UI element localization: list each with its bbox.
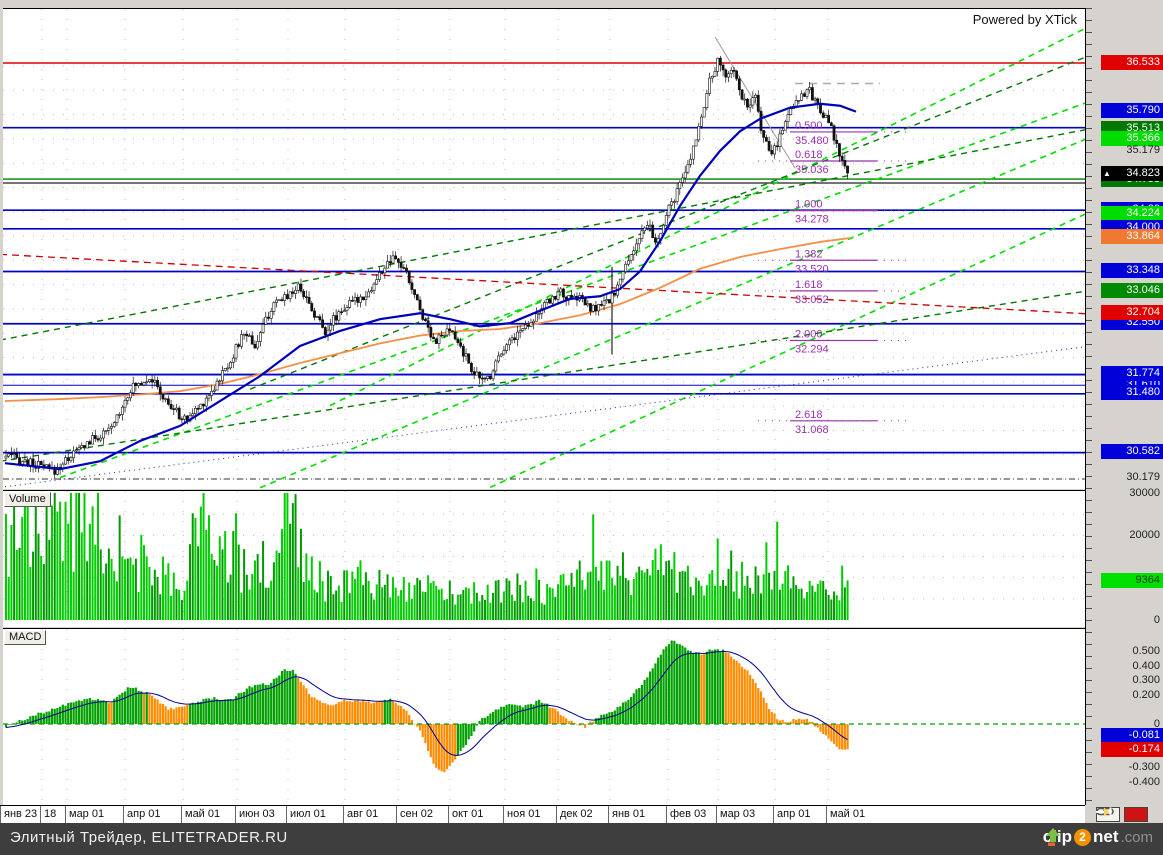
price-label: 33.348 [1101, 263, 1163, 279]
arrow-bar-icon [1096, 807, 1112, 817]
price-label: -0.081 [1101, 728, 1163, 744]
price-label: 20000 [1129, 528, 1160, 541]
svg-text:0.618: 0.618 [795, 149, 823, 161]
price-label: 35.790 [1101, 103, 1163, 119]
scale-tick-marks [1086, 8, 1092, 805]
price-label: 33.046 [1101, 282, 1163, 298]
price-label: -0.174 [1101, 741, 1163, 757]
time-tick-label: мар 03 [716, 806, 755, 824]
svg-text:32.294: 32.294 [795, 344, 829, 356]
price-label: 35.179 [1126, 144, 1160, 157]
svg-text:1.382: 1.382 [795, 248, 823, 260]
time-tick-label: апр 01 [773, 806, 810, 824]
price-label: ▲ 34.823 [1101, 166, 1163, 182]
price-label: 30000 [1129, 486, 1160, 499]
price-label: 0.400 [1132, 659, 1160, 672]
time-tick-label: май 01 [181, 806, 220, 824]
price-scale: 36.53335.79035.51335.36635.17934.738▲34.… [1085, 0, 1163, 823]
time-tick-label: дек 02 [556, 806, 593, 824]
svg-text:33.052: 33.052 [795, 294, 829, 306]
price-label: 0 [1153, 717, 1160, 730]
price-label: 0.200 [1132, 688, 1160, 701]
price-label: 35.366 [1101, 130, 1163, 146]
price-label: 31.774 [1101, 366, 1163, 382]
footer-bar: Элитный Трейдер, ELITETRADER.RU clip 2 n… [0, 823, 1163, 855]
clip2net-arrow-icon [1045, 828, 1060, 846]
scale-axis-line [1085, 8, 1086, 805]
time-tick-label: янв 01 [608, 806, 645, 824]
logo-two-badge: 2 [1073, 828, 1091, 846]
logo-com-text: .com [1120, 828, 1153, 846]
clip2net-logo[interactable]: clip 2 net .com [1043, 827, 1153, 847]
price-label: 31.480 [1101, 385, 1163, 401]
price-label: 0.300 [1132, 674, 1160, 686]
svg-text:31.068: 31.068 [795, 424, 829, 436]
svg-text:33.520: 33.520 [795, 263, 829, 275]
time-tick-label: окт 01 [448, 806, 483, 824]
price-chart-canvas[interactable]: 0.500 35.480 0.618 35.036 1.000 34.278 1.382 33… [3, 9, 1085, 489]
time-axis: янв 23 18 мар 01 апр 01 май 01 июн 03 июл 01 ав… [0, 805, 1085, 824]
volume-chart-canvas[interactable] [3, 491, 1085, 626]
powered-by-label: Powered by XTick [972, 12, 1077, 27]
svg-text:0.500: 0.500 [795, 120, 823, 132]
volume-panel: Volume [3, 490, 1085, 627]
logo-net-text: net [1092, 827, 1119, 846]
price-panel: 0.500 35.480 0.618 35.036 1.000 34.278 1.382 33… [3, 8, 1085, 489]
svg-text:2.618: 2.618 [795, 409, 823, 421]
price-label: -0.400 [1128, 775, 1160, 788]
time-tick-label: янв 23 [0, 806, 37, 824]
svg-text:34.278: 34.278 [795, 214, 829, 226]
time-tick-label: мар 01 [65, 806, 104, 824]
svg-text:2.000: 2.000 [795, 329, 823, 341]
price-label: 34.224 [1101, 205, 1163, 221]
volume-panel-button[interactable]: Volume [4, 492, 51, 507]
time-tick-label: апр 01 [123, 806, 160, 824]
time-tick-label: авг 01 [343, 806, 378, 824]
time-tick-label: июл 01 [286, 806, 326, 824]
svg-text:35.036: 35.036 [795, 164, 829, 176]
export-button[interactable] [1096, 807, 1148, 822]
macd-panel-button[interactable]: MACD [4, 630, 47, 645]
price-label: 30.582 [1101, 444, 1163, 460]
macd-chart-canvas[interactable] [3, 629, 1085, 805]
price-label: 9364 [1101, 572, 1163, 588]
time-tick-label: ноя 01 [503, 806, 540, 824]
svg-text:35.480: 35.480 [795, 135, 829, 147]
time-tick-label: 18 [40, 806, 56, 824]
svg-text:1.618: 1.618 [795, 279, 823, 291]
time-tick-label: сен 02 [396, 806, 433, 824]
price-label: 36.533 [1101, 54, 1163, 70]
time-tick-label: май 01 [826, 806, 865, 824]
macd-panel: MACD [3, 628, 1085, 806]
price-label: 30.179 [1126, 471, 1160, 484]
time-tick-label: фев 03 [666, 806, 706, 824]
footer-title: Элитный Трейдер, ELITETRADER.RU [10, 829, 288, 846]
price-label: 32.704 [1101, 305, 1163, 321]
price-label: -0.300 [1128, 761, 1160, 773]
time-tick-label: июн 03 [235, 806, 275, 824]
price-label: 0 [1153, 613, 1160, 626]
link-button[interactable] [1096, 807, 1120, 822]
svg-text:1.000: 1.000 [795, 199, 823, 211]
price-label: 33.864 [1101, 229, 1163, 245]
price-label: 0.500 [1132, 645, 1160, 657]
